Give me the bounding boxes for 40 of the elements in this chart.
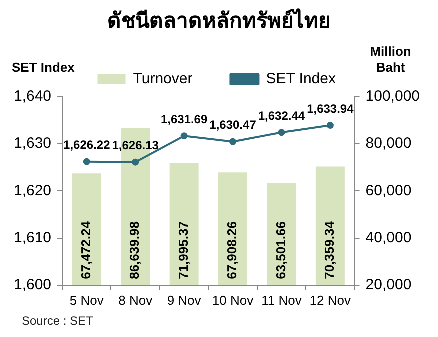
data-label: 70,359.34 — [322, 220, 338, 280]
point — [180, 132, 188, 140]
data-label: 86,639.98 — [127, 222, 142, 280]
y-tick-label: 1,630 — [14, 135, 52, 152]
y2-tick-label: 80,000 — [366, 135, 412, 152]
y2-axis-title: Million Baht — [370, 44, 412, 76]
point — [326, 122, 334, 130]
x-tick-label: 9 Nov — [167, 292, 202, 308]
y2-tick-label: 60,000 — [366, 182, 412, 200]
point — [83, 158, 90, 166]
legend-label: Turnover — [133, 70, 193, 88]
y2-tick-label: 20,000 — [366, 276, 412, 294]
y2-tick-label: 100,000 — [366, 88, 420, 106]
chart-title: ดัชนีตลาดหลักทรัพย์ไทย — [106, 8, 332, 35]
data-label: 67,908.26 — [224, 222, 240, 280]
data-label: 1,632.44 — [258, 108, 306, 123]
data-label: 63,501.66 — [273, 222, 288, 280]
legend-label: SET Index — [266, 70, 336, 88]
x-tick-label: 5 Nov — [70, 292, 104, 308]
data-label: 1,631.69 — [160, 112, 208, 126]
point — [132, 158, 140, 166]
y-tick-label: 1,600 — [14, 276, 52, 294]
point — [230, 138, 237, 146]
y-axis-title: SET Index — [12, 60, 76, 76]
x-tick-label: 8 Nov — [118, 292, 154, 308]
data-label: 67,472.24 — [78, 220, 94, 280]
data-label: 1,626.22 — [64, 138, 111, 152]
x-tick-label: 11 Nov — [262, 292, 302, 308]
y-tick-label: 1,640 — [14, 88, 52, 106]
y-tick-label: 1,610 — [14, 229, 52, 246]
point — [278, 129, 286, 136]
y-tick-label: 1,620 — [14, 182, 52, 200]
x-tick-label: 10 Nov — [212, 292, 254, 308]
y2-tick-label: 40,000 — [366, 229, 412, 246]
data-label: 1,630.47 — [210, 118, 257, 132]
source-note: Source : SET — [22, 314, 94, 328]
x-tick-label: 12 Nov — [310, 292, 352, 308]
data-label: 1,633.94 — [307, 102, 354, 116]
data-label: 71,995.37 — [176, 222, 191, 280]
data-label: 1,626.13 — [112, 138, 160, 153]
